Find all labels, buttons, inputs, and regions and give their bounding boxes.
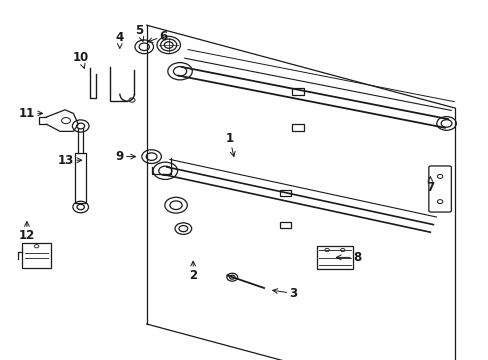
Text: 13: 13 xyxy=(58,154,81,167)
Text: 10: 10 xyxy=(72,51,89,68)
Text: 9: 9 xyxy=(116,150,135,163)
Text: 1: 1 xyxy=(225,132,235,157)
Text: 6: 6 xyxy=(147,30,167,42)
Text: 12: 12 xyxy=(19,222,35,242)
Text: 2: 2 xyxy=(189,261,197,282)
Text: 5: 5 xyxy=(135,24,143,41)
Text: 7: 7 xyxy=(426,177,433,194)
Text: 4: 4 xyxy=(116,31,123,48)
Text: 11: 11 xyxy=(19,107,42,120)
Text: 3: 3 xyxy=(272,287,297,300)
Text: 8: 8 xyxy=(336,251,360,264)
